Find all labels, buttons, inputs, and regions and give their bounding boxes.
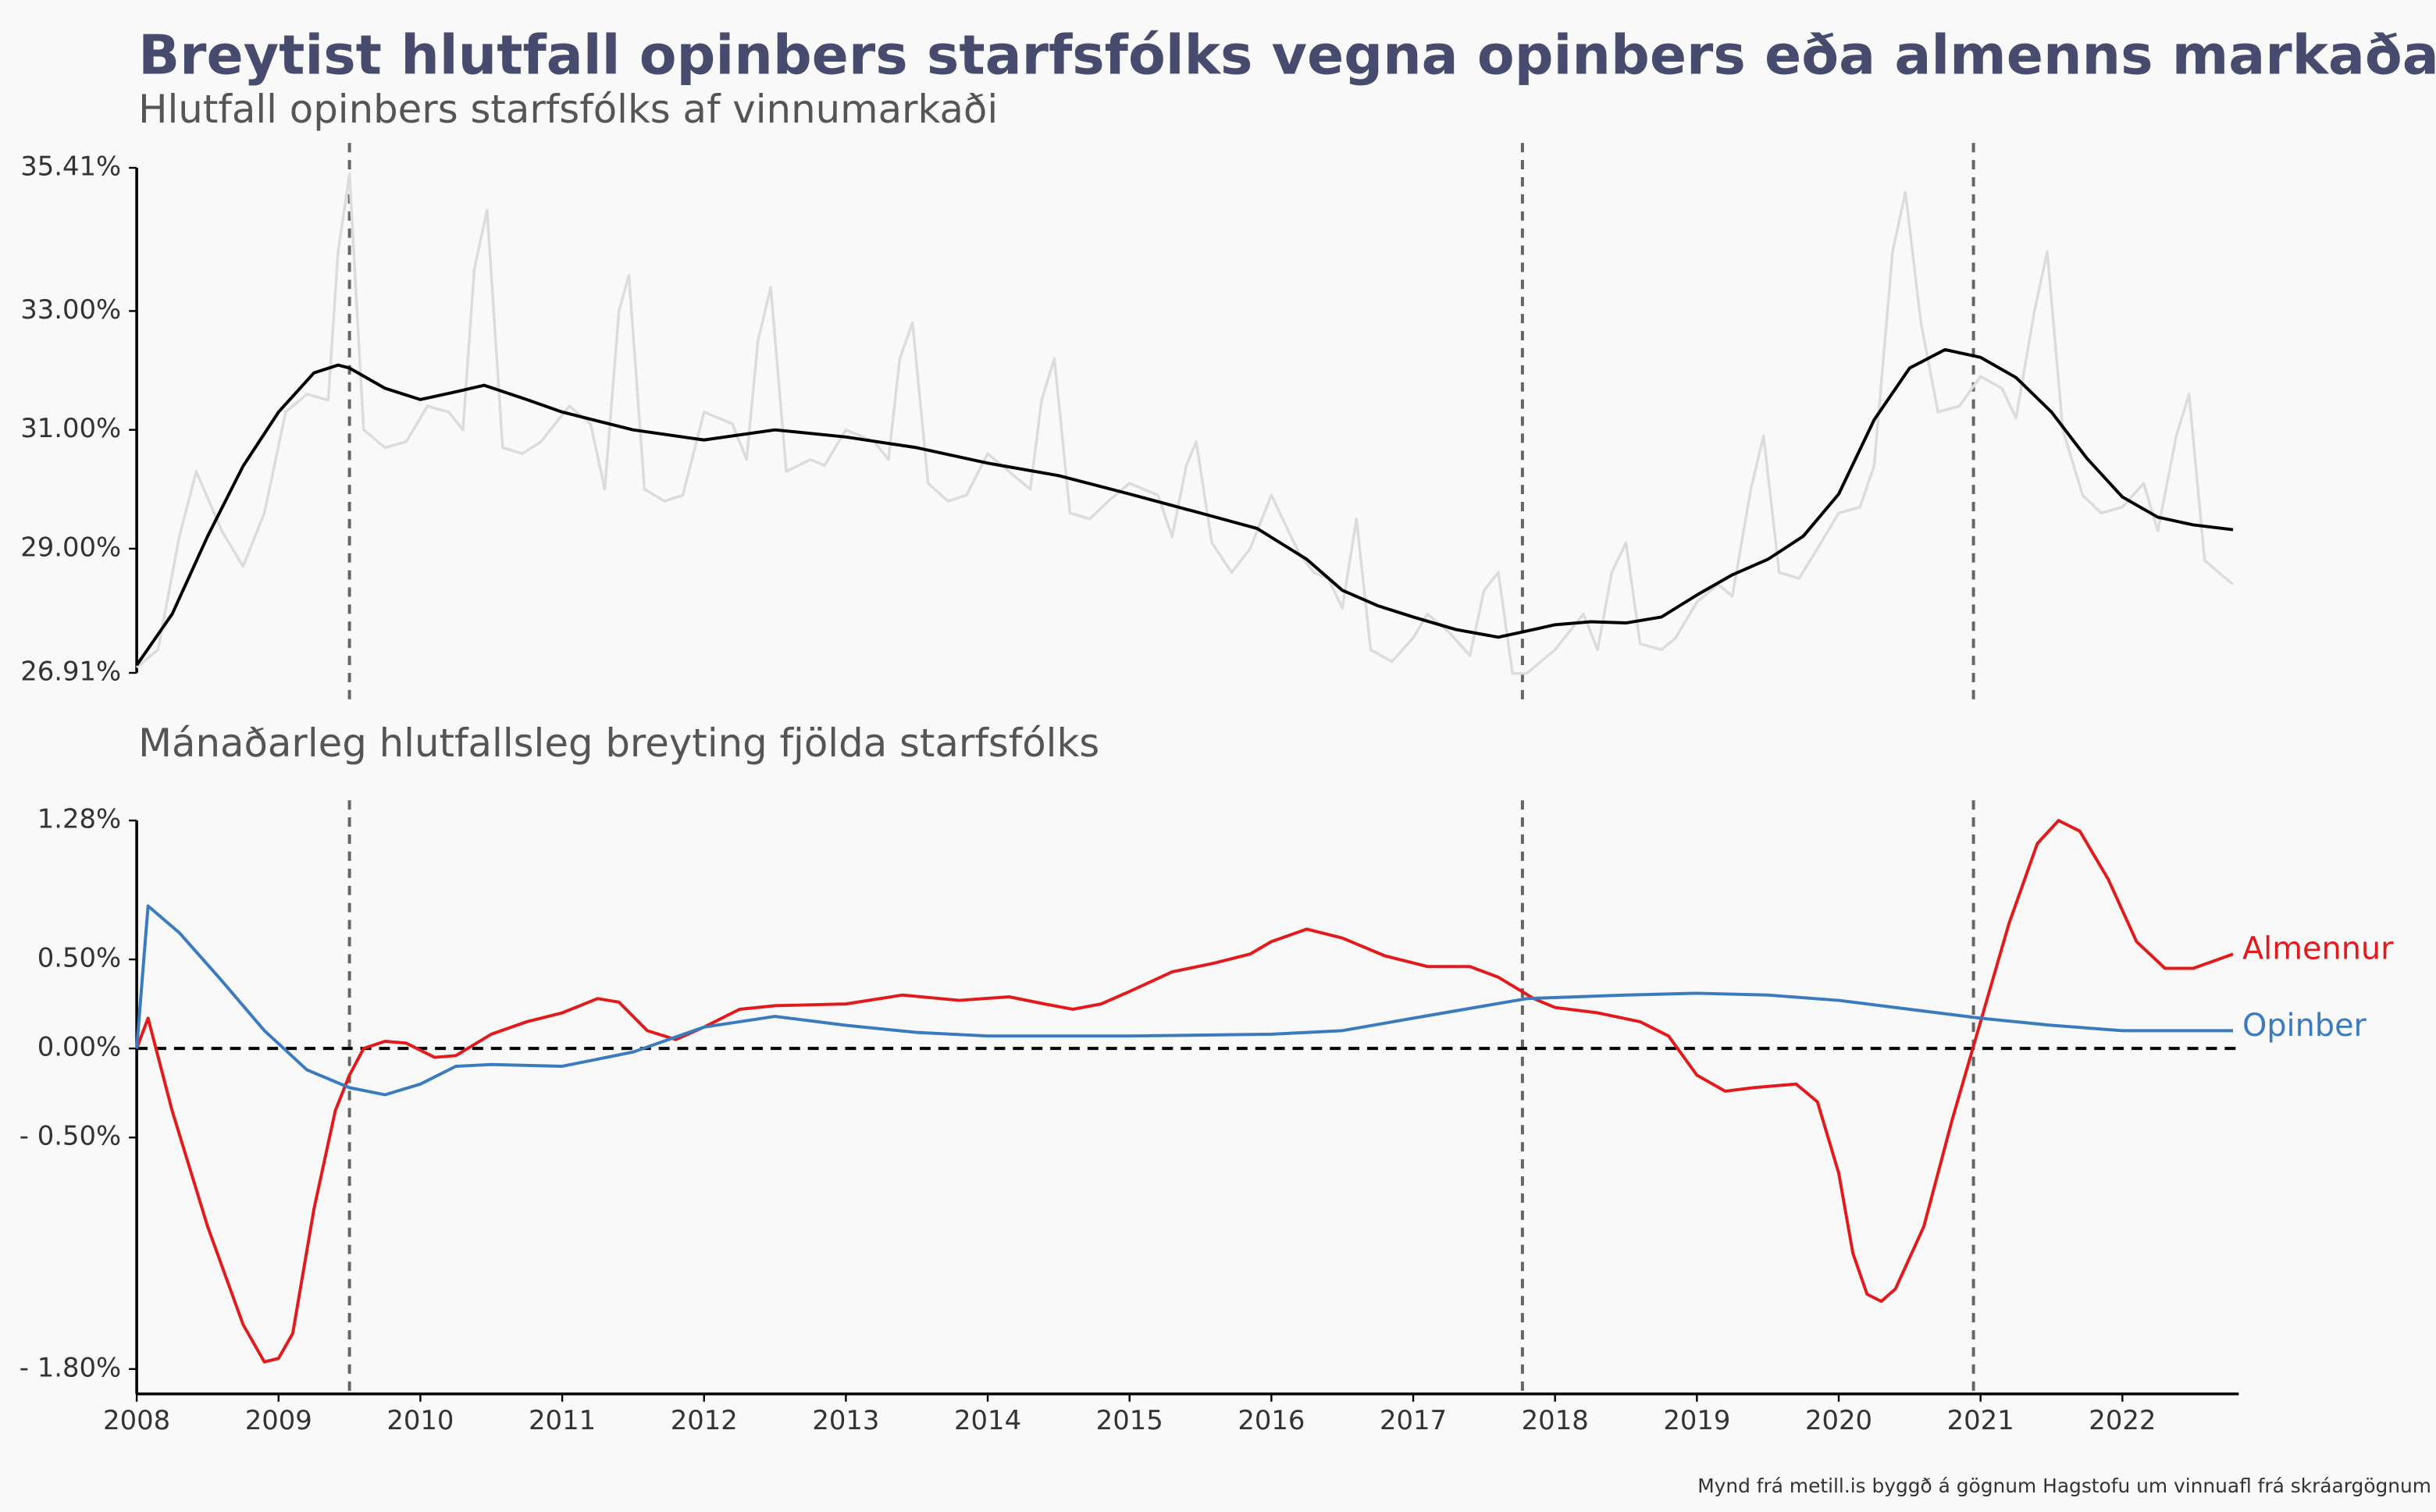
x-tick-label: 2015 [1096, 1405, 1163, 1436]
series-label: Almennur [2242, 931, 2394, 967]
y-tick-label: 35.41% [20, 151, 121, 181]
x-tick-label: 2017 [1380, 1405, 1447, 1436]
x-tick-label: 2022 [2089, 1405, 2156, 1436]
y-tick-label: 33.00% [20, 294, 121, 325]
chart-title: Breytist hlutfall opinbers starfsfólks v… [138, 24, 2436, 87]
series-label: Opinber [2242, 1008, 2367, 1044]
x-tick-label: 2016 [1238, 1405, 1305, 1436]
series-line [135, 819, 2234, 1364]
x-tick-label: 2020 [1805, 1405, 1872, 1436]
series-line [135, 173, 2235, 675]
y-tick-label: 26.91% [20, 656, 121, 686]
x-tick-label: 2021 [1947, 1405, 2014, 1436]
y-tick-label: 0.00% [37, 1032, 121, 1062]
series-line [135, 904, 2234, 1097]
caption: Mynd frá metill.is byggð á gögnum Hagsto… [1697, 1475, 2431, 1497]
y-tick-label: - 1.80% [20, 1352, 121, 1382]
x-tick-label: 2008 [103, 1405, 170, 1436]
y-tick-label: 1.28% [37, 804, 121, 834]
x-tick-label: 2013 [812, 1405, 879, 1436]
x-tick-label: 2018 [1522, 1405, 1589, 1436]
y-tick-label: - 0.50% [20, 1121, 121, 1151]
chart-subtitle: Mánaðarleg hlutfallsleg breyting fjölda … [138, 720, 1099, 766]
x-tick-label: 2014 [954, 1405, 1021, 1436]
y-tick-label: 29.00% [20, 532, 121, 562]
y-tick-label: 31.00% [20, 413, 121, 443]
x-tick-label: 2009 [245, 1405, 312, 1436]
x-tick-label: 2019 [1663, 1405, 1730, 1436]
y-tick-label: 0.50% [37, 943, 121, 973]
chart-subtitle: Hlutfall opinbers starfsfólks af vinnuma… [138, 87, 998, 132]
series-line [135, 347, 2234, 667]
x-tick-label: 2011 [529, 1405, 596, 1436]
x-tick-label: 2010 [386, 1405, 454, 1436]
x-tick-label: 2012 [671, 1405, 738, 1436]
